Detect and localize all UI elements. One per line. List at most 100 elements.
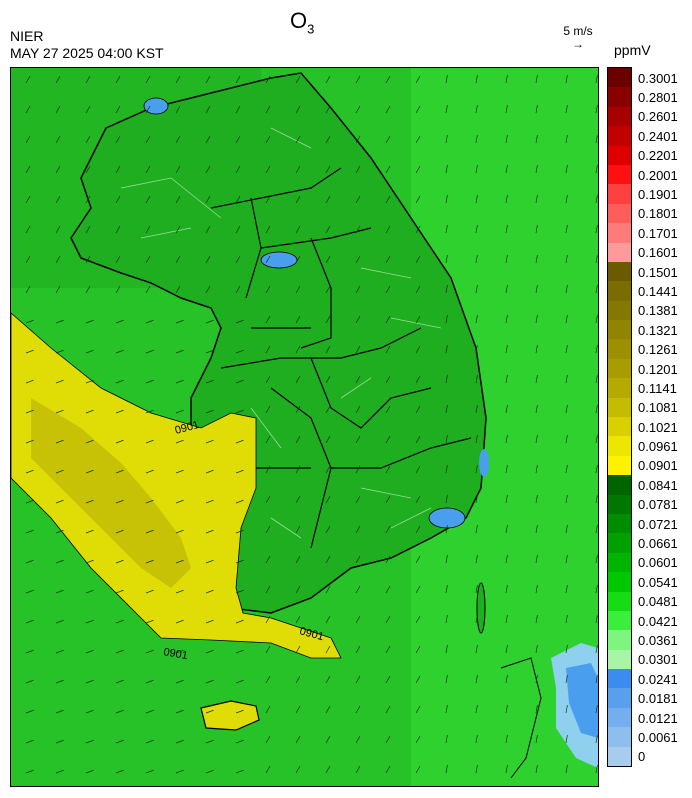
colorbar-tick-label: 0.1381: [638, 303, 678, 319]
wind-arrow: [55, 769, 64, 774]
wind-arrow: [205, 319, 214, 324]
wind-arrow: [265, 585, 271, 594]
wind-arrow: [265, 705, 271, 714]
wind-arrow: [355, 375, 361, 384]
wind-arrow: [445, 495, 448, 504]
colorbar-tick-label: 0.1021: [638, 419, 678, 435]
wind-arrow: [175, 679, 184, 684]
wind-arrow: [85, 619, 94, 624]
wind-arrow: [325, 405, 331, 414]
wind-arrow: [55, 349, 64, 354]
wind-arrow: [505, 525, 508, 534]
wind-arrow: [265, 225, 271, 234]
wind-arrow: [505, 615, 508, 624]
wind-arrow: [385, 375, 391, 384]
wind-arrow: [505, 765, 508, 774]
wind-arrow: [205, 255, 211, 264]
wind-arrow: [55, 379, 64, 384]
wind-arrow: [475, 135, 478, 144]
colorbar-segment: [608, 455, 631, 476]
colorbar-segment: [608, 436, 631, 457]
wind-arrow: [115, 709, 124, 714]
colorbar-tick-label: 0.0181: [638, 691, 678, 707]
wind-arrow: [385, 735, 391, 744]
wind-arrow: [265, 405, 271, 414]
wind-arrow: [85, 679, 94, 684]
wind-arrow: [445, 165, 448, 174]
wind-arrow: [505, 675, 508, 684]
wind-arrow: [85, 379, 94, 384]
colorbar-segment: [608, 281, 631, 302]
ulleung-island: [476, 582, 486, 634]
wind-arrow: [85, 439, 94, 444]
wind-arrow: [295, 765, 301, 774]
wind-arrow: [235, 439, 244, 444]
wind-arrow: [355, 615, 361, 624]
wind-arrow: [115, 409, 124, 414]
colorbar-tick-label: 0.1441: [638, 283, 678, 299]
wind-arrow: [25, 739, 34, 744]
wind-arrow: [355, 135, 361, 144]
wind-arrow: [415, 225, 421, 234]
wind-arrow: [535, 765, 538, 774]
wind-arrow: [145, 769, 154, 774]
wind-arrow: [415, 705, 421, 714]
colorbar-tick-label: 0.0121: [638, 710, 678, 726]
wind-arrow: [25, 619, 34, 624]
wind-arrow: [205, 499, 214, 504]
wind-arrow: [265, 285, 271, 294]
wind-arrow: [55, 709, 64, 714]
wind-arrow: [505, 705, 508, 714]
wind-arrow: [175, 559, 184, 564]
peninsula-land: [70, 72, 487, 614]
wind-arrow: [535, 495, 538, 504]
wind-arrow: [475, 555, 478, 564]
wind-arrow: [175, 769, 184, 774]
wind-arrow: [505, 75, 508, 84]
colorbar-tick-label: 0.1261: [638, 342, 678, 358]
wind-arrow: [385, 285, 391, 294]
colorbar-tick-label: 0.0481: [638, 594, 678, 610]
map-title: O3: [290, 8, 314, 36]
wind-arrow: [145, 739, 154, 744]
wind-arrow: [325, 675, 331, 684]
wind-arrow: [235, 499, 244, 504]
wind-ref-arrow-icon: →: [572, 37, 584, 51]
wind-arrow: [535, 105, 538, 114]
wind-arrow: [25, 499, 34, 504]
wind-arrow: [145, 195, 151, 204]
wind-arrow: [205, 559, 214, 564]
wind-arrow: [175, 319, 184, 324]
wind-arrow: [55, 739, 64, 744]
wind-reference: 5 m/s →: [560, 24, 596, 50]
wind-arrow: [595, 585, 598, 594]
wind-arrow: [85, 739, 94, 744]
wind-arrow: [535, 135, 538, 144]
wind-arrow: [475, 645, 478, 654]
wind-arrow: [25, 439, 34, 444]
colorbar: [607, 67, 632, 767]
wind-arrow: [235, 529, 244, 534]
wind-arrow: [355, 525, 361, 534]
wind-arrow: [115, 135, 121, 144]
wind-arrow: [385, 615, 391, 624]
wind-arrow: [415, 345, 421, 354]
wind-arrow: [565, 345, 568, 354]
wind-arrow: [115, 165, 121, 174]
wind-arrow: [385, 435, 391, 444]
colorbar-segment: [608, 746, 631, 767]
wind-arrow: [325, 345, 331, 354]
wind-arrow: [25, 679, 34, 684]
colorbar-tick-label: 0.0841: [638, 477, 678, 493]
colorbar-tick-label: 0.1201: [638, 361, 678, 377]
wind-arrow: [535, 405, 538, 414]
wind-arrow: [175, 619, 184, 624]
wind-arrow: [55, 439, 64, 444]
wind-arrow: [175, 105, 181, 114]
wind-arrow: [385, 315, 391, 324]
colorbar-segment: [608, 494, 631, 515]
wind-arrow: [175, 649, 184, 654]
wind-arrow: [565, 315, 568, 324]
wind-arrow: [145, 75, 151, 84]
wind-arrow: [265, 765, 271, 774]
